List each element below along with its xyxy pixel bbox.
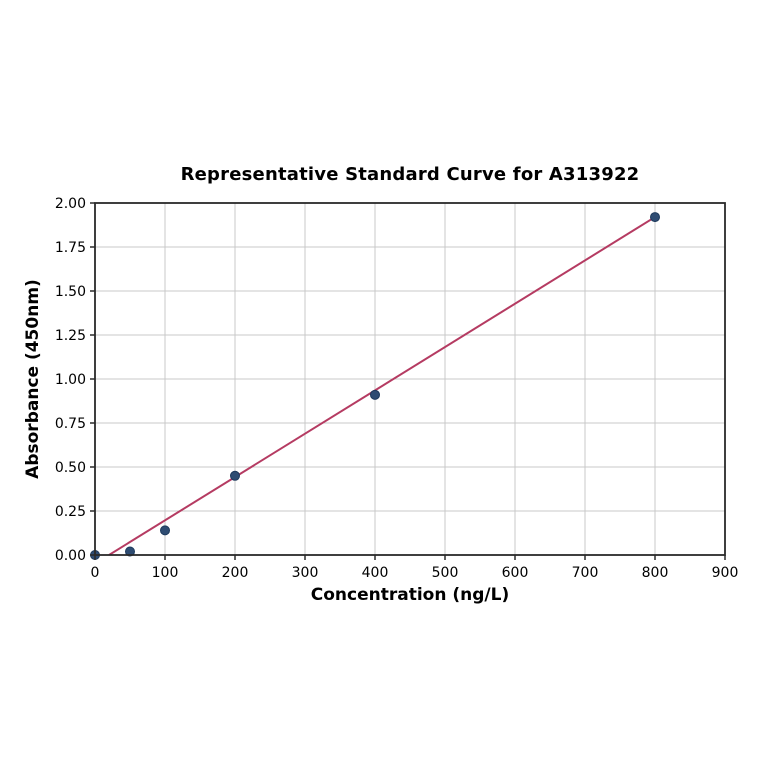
y-tick-label: 0.50 <box>55 460 86 476</box>
fitted-standard-curve-line <box>108 216 656 555</box>
x-tick-label: 800 <box>642 565 669 581</box>
y-tick-label: 0.25 <box>55 504 86 520</box>
x-tick-label: 500 <box>432 565 459 581</box>
chart-title: Representative Standard Curve for A31392… <box>180 164 640 185</box>
x-tick-label: 0 <box>91 565 100 581</box>
x-tick-label: 300 <box>292 565 319 581</box>
y-tick-label: 0.75 <box>55 416 86 432</box>
y-tick-label: 0.00 <box>55 548 86 564</box>
x-tick-label: 100 <box>152 565 179 581</box>
data-point <box>370 389 380 400</box>
x-axis-label: Concentration (ng/L) <box>310 585 510 605</box>
data-point <box>125 546 135 557</box>
data-point <box>650 212 660 223</box>
data-point <box>160 525 170 536</box>
data-point <box>230 470 240 481</box>
x-tick-label: 200 <box>222 565 249 581</box>
y-tick-label: 1.50 <box>55 284 86 300</box>
x-tick-label: 400 <box>362 565 389 581</box>
y-tick-label: 1.25 <box>55 328 86 344</box>
y-tick-label: 1.00 <box>55 372 86 388</box>
x-tick-label: 600 <box>502 565 529 581</box>
x-tick-label: 700 <box>572 565 599 581</box>
x-tick-label: 900 <box>712 565 739 581</box>
y-tick-label: 2.00 <box>55 196 86 212</box>
y-tick-label: 1.75 <box>55 240 86 256</box>
